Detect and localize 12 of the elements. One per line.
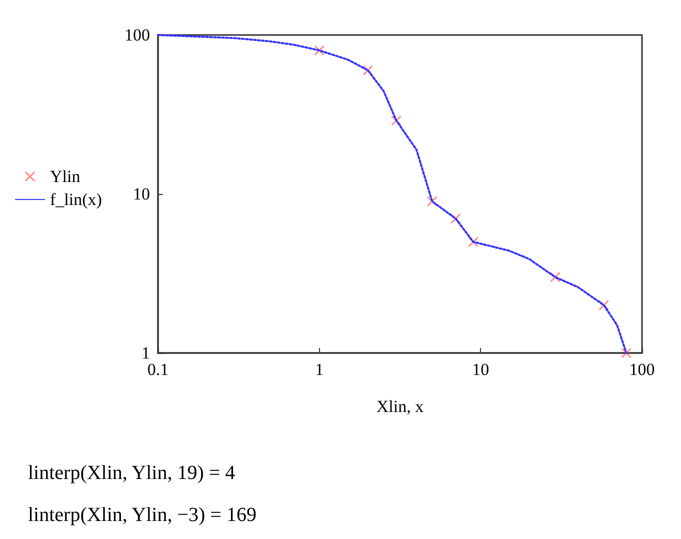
legend-label: Ylin [50, 167, 81, 186]
text: linterp(Xlin, Ylin, −3) = 169 [28, 504, 256, 526]
legend-label: f_lin(x) [50, 190, 102, 209]
x-axis-title: Xlin, x [376, 397, 424, 416]
y-tick-label: 100 [124, 26, 150, 44]
y-tick-label: 10 [133, 184, 150, 204]
x-tick-label: 10 [472, 360, 490, 379]
x-tick-label: 1 [315, 360, 324, 379]
text: linterp(Xlin, Ylin, 19) = 4 [28, 462, 236, 484]
y-tick-label: 1 [142, 344, 150, 362]
x-tick-label: 100 [629, 360, 655, 379]
x-tick-label: 0.1 [147, 360, 169, 379]
